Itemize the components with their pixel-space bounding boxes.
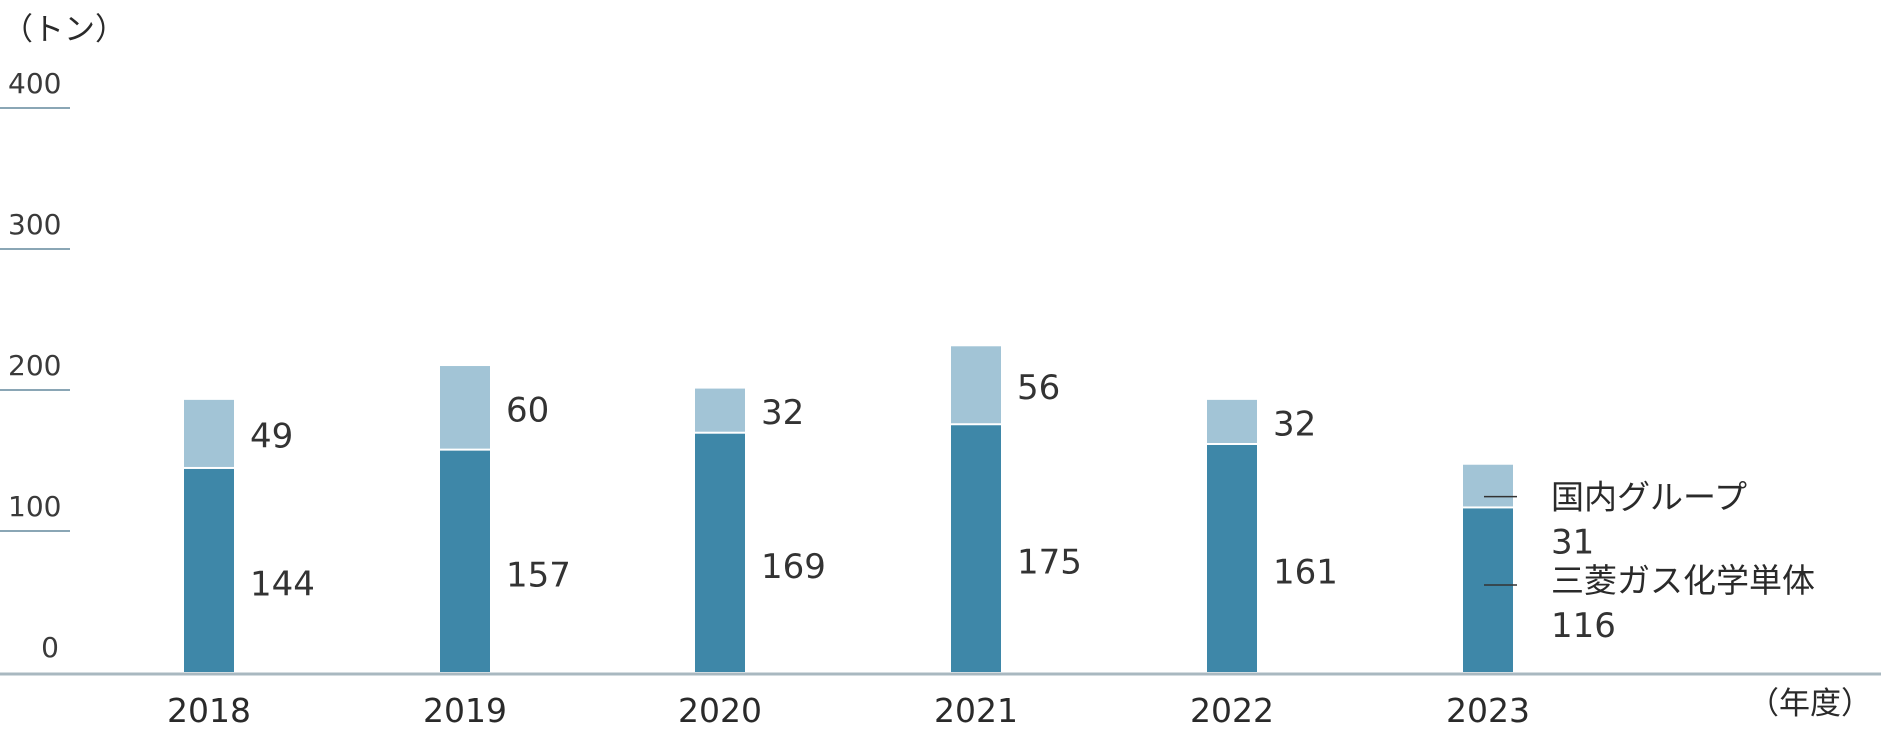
value-label: 49 xyxy=(250,416,293,456)
bar-segment-2020-group xyxy=(695,388,745,432)
bar-segment-2022-group xyxy=(1207,399,1257,443)
x-tick-label: 2018 xyxy=(167,691,251,730)
bar-segment-2021-single xyxy=(951,425,1001,672)
bar-segment-2022-single xyxy=(1207,444,1257,672)
value-label: 31 xyxy=(1551,523,1594,563)
value-label: 56 xyxy=(1017,368,1060,408)
legend-label: 三菱ガス化学単体 xyxy=(1551,561,1815,600)
y-axis: 0 100 200 300 400 xyxy=(0,67,70,664)
bar-segment-2019-single xyxy=(440,450,490,672)
value-label: 169 xyxy=(761,547,826,587)
x-tick-label: 2022 xyxy=(1190,691,1274,730)
bar-segment-2021-group xyxy=(951,346,1001,424)
y-tick-label: 400 xyxy=(8,67,61,100)
value-label: 144 xyxy=(250,564,315,604)
x-tick-label: 2019 xyxy=(423,691,507,730)
value-label: 161 xyxy=(1273,552,1338,592)
value-labels: 144 49 157 60 169 32 175 56 161 32 xyxy=(250,368,1338,605)
x-axis: 2018 2019 2020 2021 2022 2023 xyxy=(167,691,1530,730)
value-label: 32 xyxy=(761,393,804,433)
bar-segment-2018-group xyxy=(184,399,234,467)
value-label: 175 xyxy=(1017,543,1082,583)
value-label: 116 xyxy=(1551,606,1616,646)
bar-segment-2023-group xyxy=(1463,464,1513,507)
y-tick-label: 300 xyxy=(8,208,61,241)
y-tick-label: 0 xyxy=(41,631,59,664)
bars xyxy=(184,346,1513,672)
y-tick-label: 200 xyxy=(8,349,61,382)
bar-segment-2023-single xyxy=(1463,508,1513,672)
bar-segment-2020-single xyxy=(695,433,745,672)
x-tick-label: 2020 xyxy=(678,691,762,730)
x-tick-label: 2021 xyxy=(934,691,1018,730)
value-label: 157 xyxy=(506,555,571,595)
y-tick-label: 100 xyxy=(8,490,61,523)
bar-segment-2019-group xyxy=(440,366,490,449)
value-label: 60 xyxy=(506,390,549,430)
legend-label: 国内グループ xyxy=(1551,478,1747,517)
x-tick-label: 2023 xyxy=(1446,691,1530,730)
bar-segment-2018-single xyxy=(184,468,234,672)
x-axis-unit-label: （年度） xyxy=(1748,686,1872,722)
y-axis-unit-label: （トン） xyxy=(2,12,126,48)
value-label: 32 xyxy=(1273,404,1316,444)
